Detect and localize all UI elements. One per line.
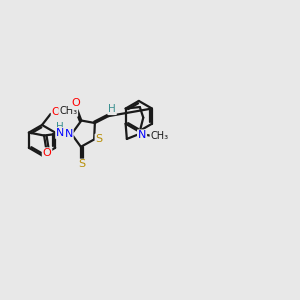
Text: H: H (108, 104, 116, 114)
Text: N: N (64, 129, 73, 139)
Text: N: N (138, 130, 146, 140)
Text: CH₃: CH₃ (59, 106, 77, 116)
Text: O: O (43, 148, 51, 158)
Text: O: O (52, 107, 60, 117)
Text: S: S (78, 160, 85, 170)
Text: CH₃: CH₃ (150, 131, 169, 141)
Text: S: S (95, 134, 103, 144)
Text: O: O (71, 98, 80, 108)
Text: H: H (56, 122, 64, 132)
Text: N: N (56, 128, 64, 138)
